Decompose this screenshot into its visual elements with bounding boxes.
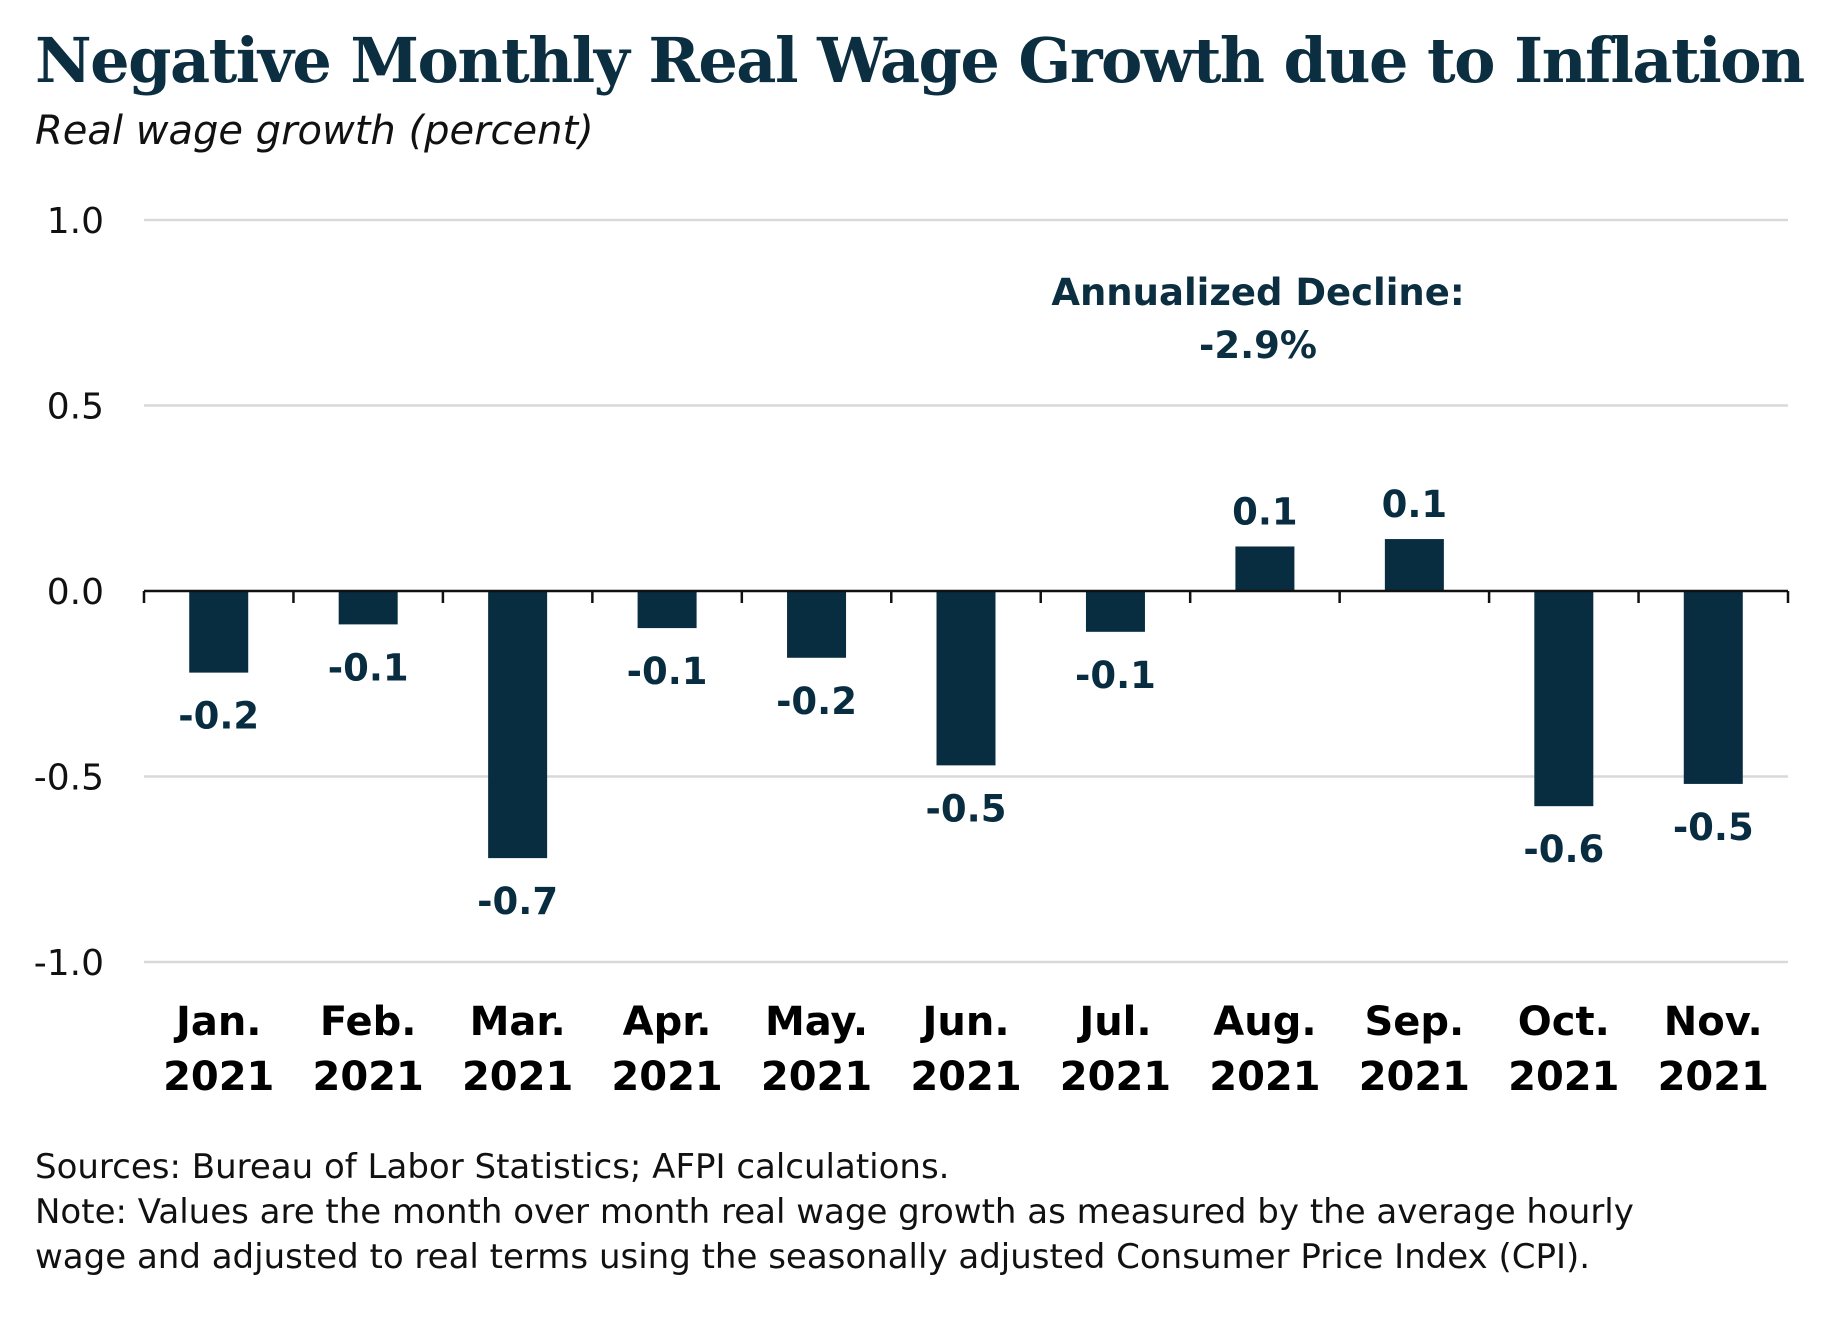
- x-tick-label-line: Jun.: [919, 999, 1009, 1045]
- x-tick-label-line: 2021: [163, 1054, 274, 1100]
- x-tick-label-line: May.: [765, 999, 868, 1045]
- note-text-line-2: wage and adjusted to real terms using th…: [35, 1237, 1591, 1277]
- x-tick-label: Feb. 2021: [313, 999, 424, 1100]
- x-tick-label: May. 2021: [761, 999, 872, 1100]
- bar: [338, 591, 398, 625]
- bar: [936, 591, 996, 766]
- bar: [1384, 539, 1444, 591]
- y-tick-label: -1.0: [34, 943, 104, 984]
- x-tick-label-line: Apr.: [623, 999, 712, 1045]
- x-tick-label-line: Feb.: [320, 999, 417, 1045]
- annotation-text: -2.9%: [1199, 324, 1317, 367]
- bar: [1235, 546, 1295, 591]
- data-label: -0.5: [926, 787, 1007, 830]
- x-tick-label-line: Mar.: [470, 999, 566, 1045]
- note-text-line-1: Note: Values are the month over month re…: [35, 1192, 1634, 1232]
- y-tick-label: 0.0: [47, 572, 104, 613]
- x-tick-label: Jun. 2021: [910, 999, 1021, 1100]
- data-label: -0.2: [178, 695, 259, 738]
- sources-text: Sources: Bureau of Labor Statistics; AFP…: [35, 1147, 950, 1187]
- data-label: -0.5: [1673, 806, 1754, 849]
- data-label: -0.7: [477, 880, 558, 923]
- data-label: -0.1: [1075, 654, 1156, 697]
- y-tick-label: -0.5: [34, 758, 104, 799]
- data-label: -0.6: [1523, 828, 1604, 871]
- bar: [787, 591, 847, 658]
- x-tick-label: Jan. 2021: [163, 999, 274, 1100]
- x-tick-label-line: 2021: [462, 1054, 573, 1100]
- bar: [488, 591, 548, 859]
- x-tick-label: Aug. 2021: [1209, 999, 1320, 1100]
- data-label: 0.1: [1232, 490, 1298, 533]
- x-tick-label-line: Sep.: [1364, 999, 1464, 1045]
- x-tick-label: Sep. 2021: [1359, 999, 1470, 1100]
- x-tick-label-line: 2021: [1658, 1054, 1769, 1100]
- x-tick-label: Nov. 2021: [1658, 999, 1769, 1100]
- x-tick-label: Apr. 2021: [611, 999, 722, 1100]
- chart-title: Negative Monthly Real Wage Growth due to…: [35, 24, 1805, 97]
- y-tick-label: 1.0: [47, 201, 104, 242]
- data-label: -0.2: [776, 680, 857, 723]
- x-tick-label-line: 2021: [1060, 1054, 1171, 1100]
- x-tick-label-line: Jul.: [1076, 999, 1151, 1045]
- data-label: -0.1: [627, 650, 708, 693]
- bar: [637, 591, 697, 629]
- chart-subtitle: Real wage growth (percent): [35, 108, 594, 154]
- y-tick-label: 0.5: [47, 387, 104, 428]
- footer: Sources: Bureau of Labor Statistics; AFP…: [35, 1145, 1815, 1280]
- x-tick-label-line: 2021: [313, 1054, 424, 1100]
- x-tick-label-line: Jan.: [173, 999, 262, 1045]
- x-tick-label-line: 2021: [910, 1054, 1021, 1100]
- data-label: 0.1: [1382, 483, 1448, 526]
- bar: [189, 591, 249, 673]
- x-tick-label-line: 2021: [1209, 1054, 1320, 1100]
- x-tick-label-line: Oct.: [1518, 999, 1610, 1045]
- data-label: -0.1: [328, 646, 409, 689]
- bar: [1683, 591, 1743, 784]
- x-tick-label-line: 2021: [761, 1054, 872, 1100]
- annotation-text: Annualized Decline:: [1051, 271, 1464, 314]
- x-tick-label-line: 2021: [1359, 1054, 1470, 1100]
- bar: [1085, 591, 1145, 632]
- x-tick-label: Jul. 2021: [1060, 999, 1171, 1100]
- x-tick-label-line: Nov.: [1664, 999, 1763, 1045]
- x-tick-label-line: 2021: [1508, 1054, 1619, 1100]
- x-tick-label-line: 2021: [611, 1054, 722, 1100]
- bar-chart: 1.0 0.5 0.0 -0.5 -1.0 -0.2 -0.1 -0.7 -0.1 -0.2 -0.…: [34, 201, 1790, 1100]
- x-tick-label: Mar. 2021: [462, 999, 573, 1100]
- x-tick-label-line: Aug.: [1213, 999, 1316, 1045]
- bar: [1534, 591, 1594, 807]
- x-tick-label: Oct. 2021: [1508, 999, 1619, 1100]
